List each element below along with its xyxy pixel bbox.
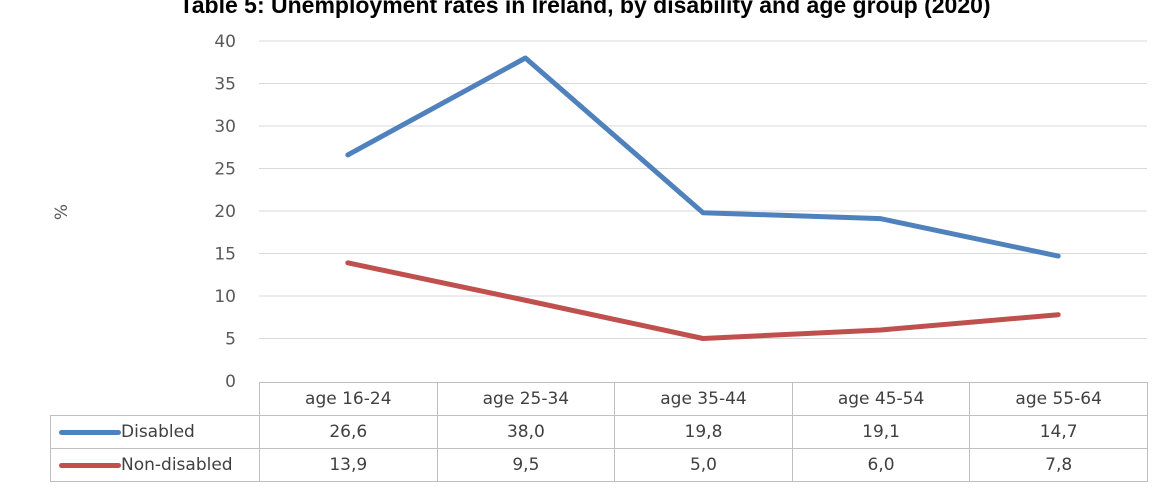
x-tick-label: age 35-44	[614, 382, 793, 416]
x-tick-label: age 45-54	[791, 382, 971, 416]
table-header-row: age 16-24 age 25-34 age 35-44 age 45-54 age …	[50, 382, 1148, 416]
data-label: 9,5	[436, 448, 616, 482]
table-row: Non-disabled 13,9 9,5 5,0 6,0 7,8	[50, 448, 1148, 482]
data-label: 5,0	[614, 448, 793, 482]
data-label: 26,6	[259, 415, 438, 449]
legend-key	[59, 462, 121, 468]
data-label: 7,8	[969, 448, 1148, 482]
x-tick-label: age 25-34	[436, 382, 616, 416]
data-label: 14,7	[969, 415, 1148, 449]
data-label: 19,8	[614, 415, 793, 449]
y-tick-label: 15	[214, 245, 236, 265]
chart-title: Table 5: Unemployment rates in Ireland, …	[179, 0, 991, 18]
legend-label: Non-disabled	[121, 455, 233, 475]
legend-entry: Disabled	[50, 415, 260, 449]
y-tick-label: 10	[214, 287, 236, 307]
data-label: 6,0	[791, 448, 971, 482]
data-label: 13,9	[259, 448, 438, 482]
table-corner	[50, 382, 260, 416]
legend-key	[59, 429, 121, 435]
data-table: age 16-24 age 25-34 age 35-44 age 45-54 age …	[50, 382, 1148, 482]
gridlines	[259, 40, 1147, 339]
series-line-non-disabled	[345, 260, 1061, 341]
y-tick-label: 30	[214, 117, 236, 137]
y-tick-label: 5	[225, 330, 236, 350]
series-line-disabled	[345, 55, 1061, 259]
legend-label: Disabled	[121, 422, 195, 442]
y-tick-label: 35	[214, 75, 236, 95]
y-tick-label: 40	[214, 32, 236, 52]
data-label: 38,0	[436, 415, 616, 449]
x-tick-label: age 55-64	[969, 382, 1148, 416]
series-lines	[345, 55, 1061, 341]
y-tick-label: 0	[225, 372, 236, 392]
legend-entry: Non-disabled	[50, 448, 260, 482]
data-label: 19,1	[791, 415, 971, 449]
x-tick-label: age 16-24	[259, 382, 438, 416]
y-tick-label: 20	[214, 202, 236, 222]
y-axis-label: %	[52, 204, 72, 220]
y-axis: 0 5 10 15 20 25 30 35 40	[214, 32, 236, 392]
y-tick-label: 25	[214, 160, 236, 180]
table-row: Disabled 26,6 38,0 19,8 19,1 14,7	[50, 415, 1148, 449]
